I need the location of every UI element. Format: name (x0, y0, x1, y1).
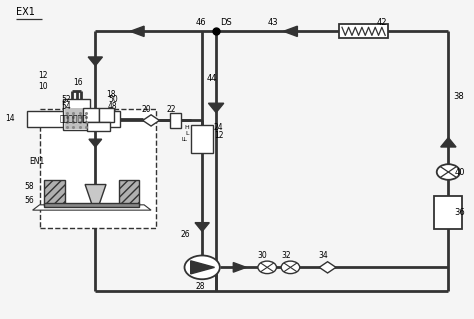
Text: 54: 54 (62, 102, 71, 111)
Bar (39, 109, 155, 228)
Text: 30: 30 (258, 251, 267, 260)
Polygon shape (283, 26, 297, 36)
Polygon shape (319, 262, 336, 273)
Text: 38: 38 (453, 93, 464, 101)
Bar (339, 25, 388, 38)
Polygon shape (209, 103, 224, 113)
Bar (99, 108, 114, 122)
Text: 42: 42 (376, 18, 387, 27)
Bar (434, 196, 462, 229)
Text: 36: 36 (455, 208, 465, 217)
Polygon shape (191, 261, 215, 274)
Text: 40: 40 (455, 167, 465, 176)
Text: 氮气供应单元: 氮气供应单元 (60, 114, 87, 123)
Text: EX1: EX1 (16, 7, 35, 17)
Text: 43: 43 (267, 18, 278, 27)
Bar (191, 125, 213, 153)
Polygon shape (85, 184, 106, 205)
Text: 50: 50 (108, 95, 118, 104)
Text: 18: 18 (106, 90, 116, 99)
Bar (44, 203, 139, 207)
Text: 12: 12 (214, 130, 223, 140)
Text: 20: 20 (142, 105, 151, 114)
Text: 26: 26 (180, 230, 190, 239)
Bar (44, 180, 65, 205)
Bar (87, 122, 109, 131)
Polygon shape (130, 26, 144, 36)
Circle shape (437, 164, 460, 180)
Text: 22: 22 (166, 105, 176, 114)
Polygon shape (33, 205, 151, 210)
Bar (63, 99, 90, 130)
Polygon shape (195, 223, 210, 231)
Polygon shape (143, 115, 159, 126)
Bar (83, 108, 99, 122)
Polygon shape (89, 139, 102, 147)
Text: EN1: EN1 (29, 157, 44, 166)
Circle shape (258, 261, 276, 274)
Text: 46: 46 (195, 18, 206, 27)
Text: 16: 16 (73, 78, 83, 87)
Bar (118, 180, 139, 205)
Bar (170, 113, 181, 128)
Text: DS: DS (220, 18, 232, 27)
Polygon shape (441, 137, 456, 147)
Text: 32: 32 (281, 251, 291, 260)
Circle shape (184, 256, 220, 279)
Text: 10: 10 (38, 82, 48, 91)
Text: 44: 44 (207, 74, 217, 83)
Polygon shape (233, 263, 246, 272)
Text: 24: 24 (214, 123, 223, 132)
Text: 34: 34 (318, 251, 328, 260)
Circle shape (281, 261, 300, 274)
Polygon shape (88, 57, 102, 66)
Bar (27, 111, 120, 127)
Text: 14: 14 (5, 114, 15, 123)
Text: 12: 12 (38, 70, 48, 80)
Text: L: L (185, 131, 189, 136)
Text: 56: 56 (24, 196, 34, 205)
Text: LL: LL (181, 137, 187, 142)
Text: 48: 48 (108, 102, 118, 111)
Text: 28: 28 (195, 282, 205, 291)
Bar (65, 108, 88, 129)
Text: 58: 58 (24, 182, 34, 190)
Text: H: H (184, 125, 189, 130)
Text: 52: 52 (62, 95, 71, 104)
